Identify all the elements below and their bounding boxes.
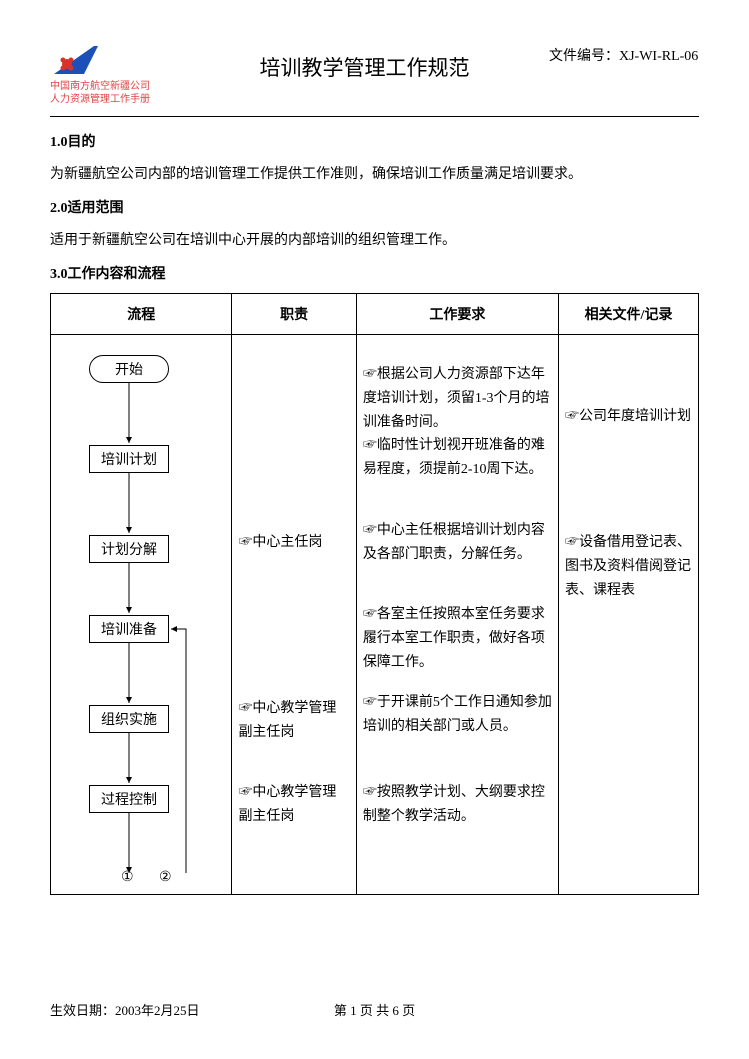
section-1-heading: 1.0目的: [50, 131, 699, 151]
docnum-block: 文件编号：XJ-WI-RL-06: [549, 40, 699, 69]
flow-node-plan: 培训计划: [89, 445, 169, 473]
req-3: ☞各室主任按照本室任务要求履行本室工作职责，做好各项保障工作。: [363, 603, 552, 674]
req-5: ☞按照教学计划、大纲要求控制整个教学活动。: [363, 781, 552, 829]
flow-node-implement: 组织实施: [89, 705, 169, 733]
title-block: 培训教学管理工作规范: [180, 40, 549, 82]
flow-node-prepare: 培训准备: [89, 615, 169, 643]
th-resp: 职责: [232, 294, 356, 335]
requirement-cell: ☞根据公司人力资源部下达年度培训计划，须留1-3个月的培训准备时间。 ☞临时性计…: [356, 335, 558, 895]
th-req: 工作要求: [356, 294, 558, 335]
docnum-value: XJ-WI-RL-06: [619, 49, 698, 64]
flow-node-start: 开始: [89, 355, 169, 383]
company-name-line2: 人力资源管理工作手册: [50, 93, 180, 106]
company-logo-icon: [50, 40, 100, 78]
company-name-line1: 中国南方航空新疆公司: [50, 80, 180, 93]
workflow-table: 流程 职责 工作要求 相关文件/记录: [50, 293, 699, 895]
documents-cell: ☞公司年度培训计划 ☞设备借用登记表、图书及资料借阅登记表、课程表: [559, 335, 699, 895]
document-header: 中国南方航空新疆公司 人力资源管理工作手册 培训教学管理工作规范 文件编号：XJ…: [50, 40, 699, 106]
doc-1: ☞公司年度培训计划: [565, 405, 692, 429]
docnum-label: 文件编号：: [549, 49, 619, 64]
resp-2: ☞中心主任岗: [238, 531, 349, 555]
resp-5: ☞中心教学管理副主任岗: [238, 781, 349, 829]
req-4: ☞于开课前5个工作日通知参加培训的相关部门或人员。: [363, 691, 552, 739]
flow-node-control: 过程控制: [89, 785, 169, 813]
req-1: ☞根据公司人力资源部下达年度培训计划，须留1-3个月的培训准备时间。 ☞临时性计…: [363, 363, 552, 482]
th-flow: 流程: [51, 294, 232, 335]
flow-connector-1: ①: [121, 869, 134, 886]
section-2-heading: 2.0适用范围: [50, 197, 699, 217]
th-doc: 相关文件/记录: [559, 294, 699, 335]
table-header-row: 流程 职责 工作要求 相关文件/记录: [51, 294, 699, 335]
document-footer: 生效日期：2003年2月25日 第 1 页 共 6 页: [50, 1000, 699, 1019]
flow-node-breakdown: 计划分解: [89, 535, 169, 563]
flow-diagram-cell: 开始 培训计划 计划分解 培训准备 组织实施 过程控制 ① ②: [51, 335, 232, 895]
section-2-body: 适用于新疆航空公司在培训中心开展的内部培训的组织管理工作。: [50, 227, 699, 255]
section-3-heading: 3.0工作内容和流程: [50, 263, 699, 283]
resp-4: ☞中心教学管理副主任岗: [238, 697, 349, 745]
header-divider: [50, 116, 699, 117]
table-body-row: 开始 培训计划 计划分解 培训准备 组织实施 过程控制 ① ② ☞中心主任岗 ☞…: [51, 335, 699, 895]
document-title: 培训教学管理工作规范: [180, 52, 549, 82]
req-2: ☞中心主任根据培训计划内容及各部门职责，分解任务。: [363, 519, 552, 567]
doc-2: ☞设备借用登记表、图书及资料借阅登记表、课程表: [565, 531, 692, 602]
section-1-body: 为新疆航空公司内部的培训管理工作提供工作准则，确保培训工作质量满足培训要求。: [50, 161, 699, 189]
responsibility-cell: ☞中心主任岗 ☞中心教学管理副主任岗 ☞中心教学管理副主任岗: [232, 335, 356, 895]
flow-connector-2: ②: [159, 869, 172, 886]
footer-page: 第 1 页 共 6 页: [50, 1000, 699, 1019]
logo-block: 中国南方航空新疆公司 人力资源管理工作手册: [50, 40, 180, 106]
